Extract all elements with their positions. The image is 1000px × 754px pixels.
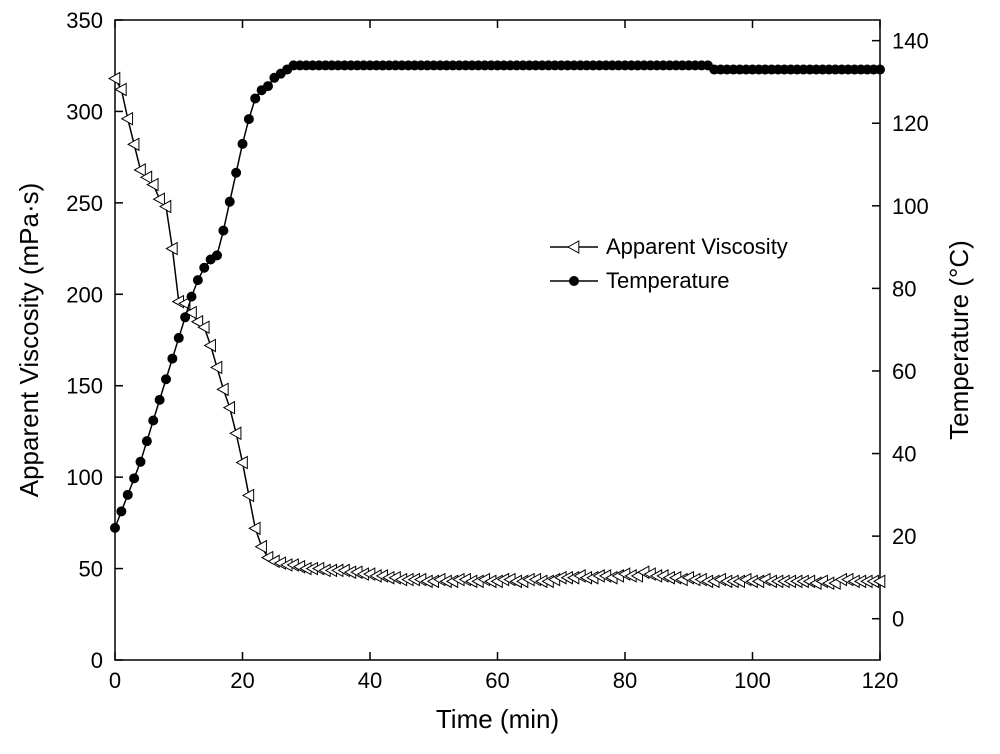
marker-circle bbox=[142, 437, 151, 446]
y-right-tick-label: 80 bbox=[892, 276, 916, 301]
marker-triangle bbox=[115, 83, 126, 95]
y-left-axis-title: Apparent Viscosity (mPa·s) bbox=[14, 183, 44, 498]
marker-circle bbox=[238, 139, 247, 148]
y-left-tick-label: 150 bbox=[66, 374, 103, 399]
x-tick-label: 80 bbox=[613, 668, 637, 693]
marker-circle bbox=[213, 251, 222, 260]
series-line-apparent-viscosity bbox=[115, 79, 880, 584]
y-left-tick-label: 250 bbox=[66, 191, 103, 216]
x-tick-label: 20 bbox=[230, 668, 254, 693]
x-tick-label: 40 bbox=[358, 668, 382, 693]
marker-triangle bbox=[205, 339, 216, 351]
marker-circle bbox=[155, 395, 164, 404]
marker-circle bbox=[168, 354, 177, 363]
plot-frame bbox=[115, 20, 880, 660]
marker-triangle bbox=[256, 541, 267, 553]
x-tick-label: 60 bbox=[485, 668, 509, 693]
y-left-tick-label: 350 bbox=[66, 8, 103, 33]
y-right-tick-label: 0 bbox=[892, 607, 904, 632]
y-right-axis-title: Temperature (°C) bbox=[944, 240, 974, 440]
marker-circle bbox=[225, 197, 234, 206]
y-right-tick-label: 40 bbox=[892, 442, 916, 467]
marker-circle bbox=[136, 457, 145, 466]
legend-label: Temperature bbox=[606, 268, 730, 293]
marker-circle bbox=[244, 115, 253, 124]
marker-circle bbox=[130, 474, 139, 483]
marker-circle bbox=[876, 65, 885, 74]
series-line-temperature bbox=[115, 65, 880, 527]
x-tick-label: 100 bbox=[734, 668, 771, 693]
y-right-tick-label: 20 bbox=[892, 524, 916, 549]
y-left-tick-label: 300 bbox=[66, 99, 103, 124]
y-left-tick-label: 100 bbox=[66, 465, 103, 490]
y-left-tick-label: 0 bbox=[91, 648, 103, 673]
chart-svg: 020406080100120Time (min)050100150200250… bbox=[0, 0, 1000, 754]
y-left-tick-label: 200 bbox=[66, 282, 103, 307]
marker-circle bbox=[123, 490, 132, 499]
x-axis-title: Time (min) bbox=[436, 704, 559, 734]
marker-circle bbox=[187, 292, 196, 301]
marker-circle bbox=[174, 333, 183, 342]
marker-circle bbox=[264, 82, 273, 91]
legend-marker-circle bbox=[569, 276, 579, 286]
marker-triangle bbox=[224, 402, 235, 414]
chart-container: 020406080100120Time (min)050100150200250… bbox=[0, 0, 1000, 754]
y-left-tick-label: 50 bbox=[79, 557, 103, 582]
marker-circle bbox=[251, 94, 260, 103]
marker-circle bbox=[193, 276, 202, 285]
x-tick-label: 0 bbox=[109, 668, 121, 693]
marker-triangle bbox=[154, 193, 165, 205]
x-tick-label: 120 bbox=[862, 668, 899, 693]
legend-label: Apparent Viscosity bbox=[606, 234, 788, 259]
marker-circle bbox=[181, 313, 190, 322]
y-right-tick-label: 100 bbox=[892, 194, 929, 219]
y-right-tick-label: 120 bbox=[892, 111, 929, 136]
legend-marker-triangle bbox=[568, 241, 579, 253]
marker-circle bbox=[232, 168, 241, 177]
marker-circle bbox=[149, 416, 158, 425]
marker-circle bbox=[200, 263, 209, 272]
marker-circle bbox=[219, 226, 228, 235]
y-right-tick-label: 140 bbox=[892, 29, 929, 54]
marker-circle bbox=[117, 507, 126, 516]
marker-circle bbox=[162, 375, 171, 384]
y-right-tick-label: 60 bbox=[892, 359, 916, 384]
marker-circle bbox=[111, 523, 120, 532]
